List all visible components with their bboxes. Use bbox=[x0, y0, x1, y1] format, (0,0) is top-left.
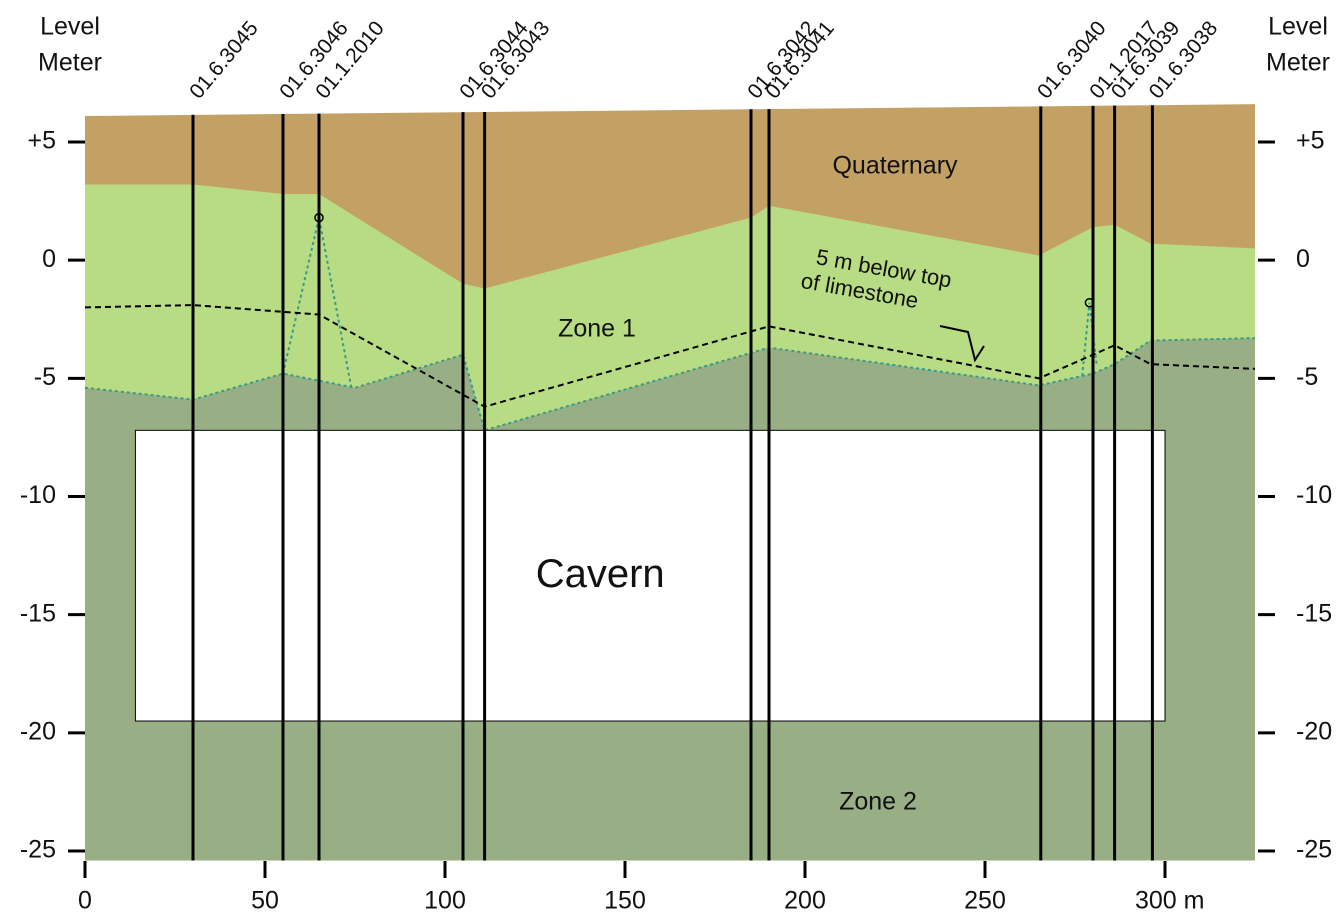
borehole-label: 01.6.3045 bbox=[185, 17, 263, 103]
layer-label: Zone 1 bbox=[558, 315, 636, 343]
page: { "axis_title": ["Level", "Meter"], "xli… bbox=[0, 0, 1341, 920]
axis-title: Level bbox=[40, 13, 100, 41]
layer-label: Quaternary bbox=[832, 152, 958, 180]
x-tick-label: 150 bbox=[604, 887, 646, 915]
axis-title: Meter bbox=[38, 49, 102, 77]
x-tick-label: 0 bbox=[78, 887, 92, 915]
y-tick-label: -20 bbox=[1296, 717, 1332, 745]
axis-title: Level bbox=[1268, 13, 1328, 41]
y-tick-label: 0 bbox=[42, 245, 56, 273]
x-tick-label: 300 m bbox=[1135, 887, 1204, 915]
y-tick-label: -15 bbox=[1296, 599, 1332, 627]
layer-label: Zone 2 bbox=[839, 788, 917, 816]
y-tick-label: +5 bbox=[27, 127, 56, 155]
cross-section: Level Meter Level Meter Quaternary Zone … bbox=[0, 0, 1341, 920]
x-tick-label: 250 bbox=[964, 887, 1006, 915]
y-tick-label: +5 bbox=[1296, 127, 1325, 155]
y-tick-label: -25 bbox=[1296, 836, 1332, 864]
cavern-label: Cavern bbox=[536, 552, 665, 596]
x-tick-label: 200 bbox=[784, 887, 826, 915]
layers bbox=[85, 104, 1255, 860]
y-tick-label: -10 bbox=[1296, 481, 1332, 509]
y-tick-label: -5 bbox=[34, 363, 56, 391]
y-tick-label: -25 bbox=[20, 836, 56, 864]
x-tick-label: 50 bbox=[251, 887, 279, 915]
y-tick-label: -5 bbox=[1296, 363, 1318, 391]
y-tick-label: -20 bbox=[20, 717, 56, 745]
axis-title: Meter bbox=[1266, 49, 1330, 77]
y-tick-label: -10 bbox=[20, 481, 56, 509]
y-tick-label: 0 bbox=[1296, 245, 1310, 273]
x-tick-label: 100 bbox=[424, 887, 466, 915]
y-tick-label: -15 bbox=[20, 599, 56, 627]
